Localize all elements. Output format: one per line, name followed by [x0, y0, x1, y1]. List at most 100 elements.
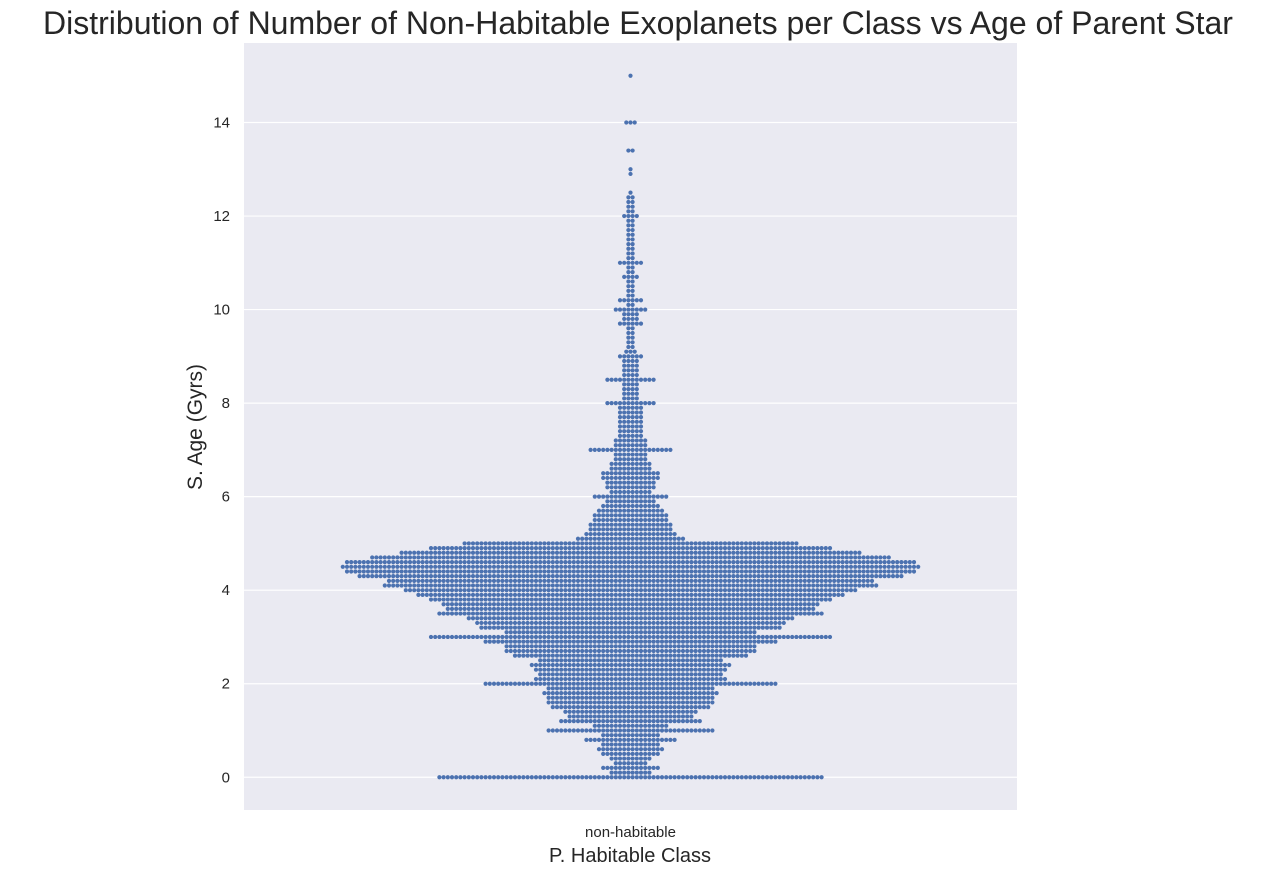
data-point — [613, 508, 618, 513]
data-point — [533, 597, 539, 602]
data-point — [575, 588, 581, 593]
data-point — [628, 120, 633, 125]
data-point — [903, 569, 908, 574]
data-point — [521, 606, 526, 612]
data-point — [769, 555, 774, 560]
data-point — [605, 546, 610, 551]
data-point — [617, 522, 623, 527]
data-point — [638, 401, 644, 406]
data-point — [563, 611, 568, 616]
data-point — [500, 592, 505, 597]
data-point — [588, 447, 593, 452]
data-point — [483, 555, 488, 560]
data-point — [731, 574, 736, 579]
data-point — [647, 517, 652, 523]
data-point — [575, 667, 581, 672]
data-point — [424, 550, 429, 555]
data-point — [571, 672, 576, 677]
data-point — [718, 611, 723, 616]
data-point — [655, 662, 660, 668]
data-point — [727, 634, 732, 640]
data-point — [643, 597, 648, 602]
data-point — [622, 358, 627, 364]
data-point — [718, 578, 723, 583]
data-point — [693, 550, 698, 555]
data-point — [433, 564, 438, 569]
data-point — [630, 597, 635, 602]
data-point — [727, 606, 732, 612]
data-point — [584, 634, 589, 640]
data-point — [395, 555, 400, 560]
data-point — [676, 634, 681, 640]
data-point — [496, 541, 501, 546]
data-point — [668, 705, 673, 710]
data-point — [508, 550, 513, 555]
data-point — [668, 606, 673, 612]
data-point — [643, 611, 648, 616]
data-point — [756, 775, 761, 780]
data-point — [794, 775, 799, 780]
data-point — [613, 644, 618, 649]
data-point — [542, 560, 547, 565]
data-point — [769, 574, 774, 579]
data-point — [790, 564, 795, 569]
data-point — [496, 564, 501, 569]
data-point — [722, 630, 728, 635]
data-point — [601, 719, 606, 724]
data-point — [735, 550, 740, 555]
data-point — [601, 714, 606, 719]
data-point — [634, 770, 639, 775]
data-point — [588, 527, 593, 532]
data-point — [706, 672, 711, 677]
data-point — [680, 681, 686, 686]
data-point — [407, 578, 413, 583]
data-point — [563, 681, 568, 686]
data-point — [630, 312, 635, 317]
data-point — [580, 695, 585, 700]
data-point — [811, 555, 816, 560]
data-point — [668, 602, 673, 607]
data-point — [676, 606, 681, 612]
data-point — [596, 728, 602, 733]
data-point — [701, 620, 707, 626]
data-point — [752, 630, 757, 635]
data-point — [869, 555, 875, 560]
data-point — [601, 597, 606, 602]
data-point — [827, 574, 833, 579]
data-point — [659, 564, 665, 569]
data-point — [630, 256, 635, 261]
data-point — [508, 681, 513, 686]
data-point — [563, 564, 568, 569]
data-point — [680, 606, 686, 612]
data-point — [571, 709, 576, 714]
data-point — [659, 546, 665, 551]
data-point — [714, 630, 719, 635]
data-point — [676, 714, 681, 719]
data-point — [865, 555, 870, 560]
data-point — [542, 616, 547, 621]
data-point — [827, 597, 833, 602]
data-point — [563, 709, 568, 714]
data-point — [596, 719, 602, 724]
data-point — [790, 588, 795, 593]
data-point — [626, 658, 631, 663]
data-point — [571, 597, 576, 602]
data-point — [651, 564, 656, 569]
data-point — [714, 625, 719, 630]
data-point — [613, 630, 618, 635]
data-point — [575, 574, 581, 579]
data-point — [630, 480, 635, 485]
data-point — [626, 246, 631, 251]
data-point — [806, 606, 812, 612]
data-point — [533, 611, 539, 616]
data-point — [634, 606, 639, 612]
data-point — [626, 307, 631, 312]
data-point — [659, 690, 665, 696]
data-point — [651, 648, 656, 654]
data-point — [550, 639, 555, 644]
data-point — [416, 583, 421, 588]
data-point — [382, 555, 387, 560]
data-point — [647, 569, 652, 574]
data-point — [567, 616, 572, 621]
data-point — [617, 667, 623, 672]
